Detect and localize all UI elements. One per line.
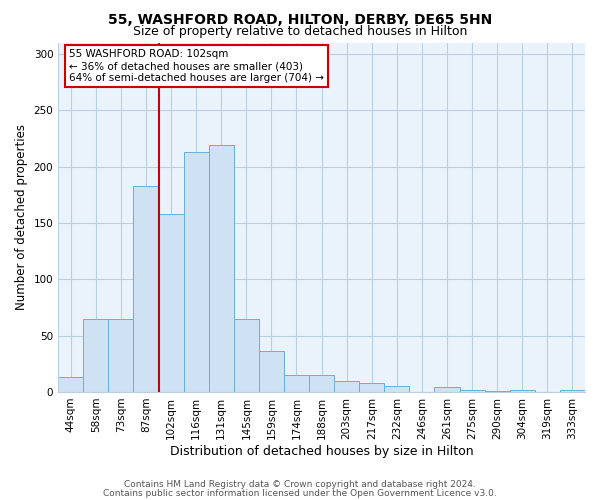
Y-axis label: Number of detached properties: Number of detached properties — [15, 124, 28, 310]
Bar — [434, 388, 460, 392]
Bar — [158, 214, 184, 392]
Bar — [385, 386, 409, 392]
Text: 55 WASHFORD ROAD: 102sqm
← 36% of detached houses are smaller (403)
64% of semi-: 55 WASHFORD ROAD: 102sqm ← 36% of detach… — [69, 50, 324, 82]
Bar — [234, 318, 259, 392]
Text: Contains public sector information licensed under the Open Government Licence v3: Contains public sector information licen… — [103, 489, 497, 498]
Bar — [560, 390, 585, 392]
Bar — [259, 352, 284, 392]
Bar — [485, 391, 510, 392]
Bar — [83, 318, 109, 392]
Bar — [359, 383, 385, 392]
Bar — [510, 390, 535, 392]
Text: 55, WASHFORD ROAD, HILTON, DERBY, DE65 5HN: 55, WASHFORD ROAD, HILTON, DERBY, DE65 5… — [108, 12, 492, 26]
Bar — [209, 145, 234, 392]
Bar — [109, 318, 133, 392]
Bar — [460, 390, 485, 392]
Bar — [284, 375, 309, 392]
Bar — [334, 380, 359, 392]
Bar — [309, 375, 334, 392]
Text: Contains HM Land Registry data © Crown copyright and database right 2024.: Contains HM Land Registry data © Crown c… — [124, 480, 476, 489]
Text: Size of property relative to detached houses in Hilton: Size of property relative to detached ho… — [133, 25, 467, 38]
Bar — [133, 186, 158, 392]
Bar — [58, 378, 83, 392]
X-axis label: Distribution of detached houses by size in Hilton: Distribution of detached houses by size … — [170, 444, 473, 458]
Bar — [184, 152, 209, 392]
